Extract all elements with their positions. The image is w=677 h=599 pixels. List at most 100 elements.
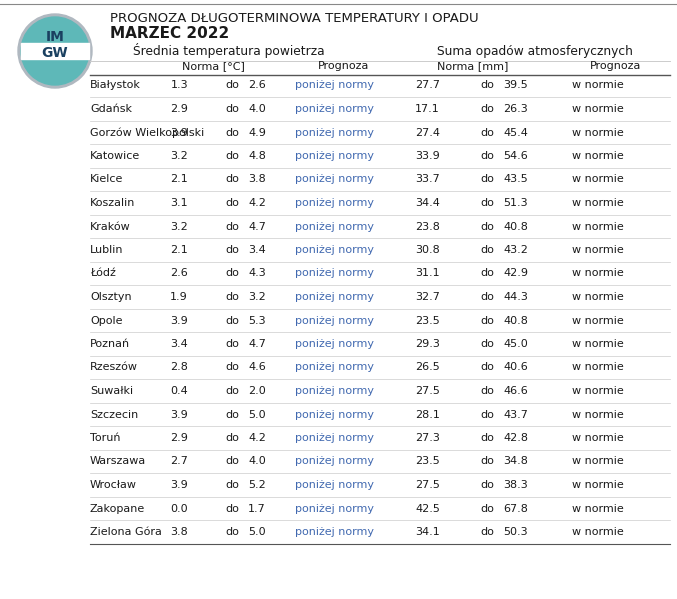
Text: do: do [480,339,494,349]
Text: 2.1: 2.1 [170,245,188,255]
Text: poniżej normy: poniżej normy [295,80,374,90]
Text: 3.4: 3.4 [170,339,188,349]
Text: w normie: w normie [572,339,624,349]
Circle shape [21,17,89,85]
Text: 0.0: 0.0 [171,504,188,513]
Text: do: do [480,433,494,443]
Text: do: do [225,174,239,184]
Text: 44.3: 44.3 [503,292,528,302]
Text: do: do [225,316,239,325]
Text: 33.9: 33.9 [415,151,440,161]
Text: 4.2: 4.2 [248,433,266,443]
Text: poniżej normy: poniżej normy [295,174,374,184]
Text: 3.9: 3.9 [170,410,188,419]
Text: do: do [225,504,239,513]
Text: do: do [480,80,494,90]
Text: 45.4: 45.4 [503,128,528,138]
Text: w normie: w normie [572,362,624,373]
Text: 54.6: 54.6 [503,151,528,161]
Text: Norma [mm]: Norma [mm] [437,61,508,71]
Text: 2.6: 2.6 [170,268,188,279]
Text: w normie: w normie [572,268,624,279]
Circle shape [18,14,92,88]
Text: w normie: w normie [572,386,624,396]
Text: 40.8: 40.8 [503,316,528,325]
Text: 50.3: 50.3 [503,527,527,537]
Text: do: do [480,128,494,138]
Text: w normie: w normie [572,80,624,90]
Text: 27.7: 27.7 [415,80,440,90]
Text: 3.4: 3.4 [248,245,266,255]
Text: do: do [480,316,494,325]
Text: 3.2: 3.2 [170,151,188,161]
Text: do: do [480,504,494,513]
Text: 1.3: 1.3 [171,80,188,90]
Text: do: do [480,104,494,114]
Text: IM: IM [45,30,64,44]
Text: do: do [225,268,239,279]
Text: poniżej normy: poniżej normy [295,527,374,537]
Text: Opole: Opole [90,316,123,325]
Text: poniżej normy: poniżej normy [295,222,374,231]
Text: w normie: w normie [572,504,624,513]
Text: 4.7: 4.7 [248,222,266,231]
Text: 46.6: 46.6 [503,386,528,396]
Text: 2.0: 2.0 [248,386,266,396]
Text: 3.2: 3.2 [248,292,266,302]
Text: do: do [480,292,494,302]
Text: do: do [225,245,239,255]
Text: do: do [480,362,494,373]
Text: 5.0: 5.0 [248,527,265,537]
Text: 34.8: 34.8 [503,456,528,467]
Text: poniżej normy: poniżej normy [295,480,374,490]
Text: do: do [225,104,239,114]
Text: poniżej normy: poniżej normy [295,362,374,373]
Text: do: do [225,222,239,231]
Text: w normie: w normie [572,104,624,114]
Text: do: do [480,527,494,537]
Text: w normie: w normie [572,174,624,184]
Text: 27.3: 27.3 [415,433,440,443]
Text: Warszawa: Warszawa [90,456,146,467]
Text: 4.9: 4.9 [248,128,266,138]
Text: 3.1: 3.1 [171,198,188,208]
Text: do: do [480,222,494,231]
Text: Lublin: Lublin [90,245,123,255]
Text: do: do [225,527,239,537]
Text: do: do [225,386,239,396]
Text: poniżej normy: poniżej normy [295,504,374,513]
Text: Suwałki: Suwałki [90,386,133,396]
Text: do: do [225,480,239,490]
Text: poniżej normy: poniżej normy [295,410,374,419]
Text: 42.5: 42.5 [415,504,440,513]
Text: 26.5: 26.5 [415,362,440,373]
Text: 3.8: 3.8 [248,174,266,184]
Text: 3.8: 3.8 [170,527,188,537]
Text: 4.2: 4.2 [248,198,266,208]
Text: poniżej normy: poniżej normy [295,456,374,467]
Text: Prognoza: Prognoza [590,61,641,71]
Text: Poznań: Poznań [90,339,130,349]
Text: 31.1: 31.1 [416,268,440,279]
Text: w normie: w normie [572,316,624,325]
Text: do: do [225,456,239,467]
Text: poniżej normy: poniżej normy [295,151,374,161]
Text: do: do [480,151,494,161]
Text: 2.7: 2.7 [170,456,188,467]
Text: 2.9: 2.9 [170,104,188,114]
Text: do: do [480,386,494,396]
Text: Norma [°C]: Norma [°C] [182,61,245,71]
Text: 40.6: 40.6 [503,362,528,373]
Text: do: do [480,268,494,279]
Text: Kielce: Kielce [90,174,123,184]
Text: 4.8: 4.8 [248,151,266,161]
Text: 34.4: 34.4 [415,198,440,208]
Text: 32.7: 32.7 [415,292,440,302]
Text: Olsztyn: Olsztyn [90,292,131,302]
Text: 4.3: 4.3 [248,268,266,279]
Text: 28.1: 28.1 [415,410,440,419]
Text: Katowice: Katowice [90,151,140,161]
Text: poniżej normy: poniżej normy [295,268,374,279]
Text: Suma opadów atmosferycznych: Suma opadów atmosferycznych [437,44,633,58]
Text: 0.4: 0.4 [170,386,188,396]
